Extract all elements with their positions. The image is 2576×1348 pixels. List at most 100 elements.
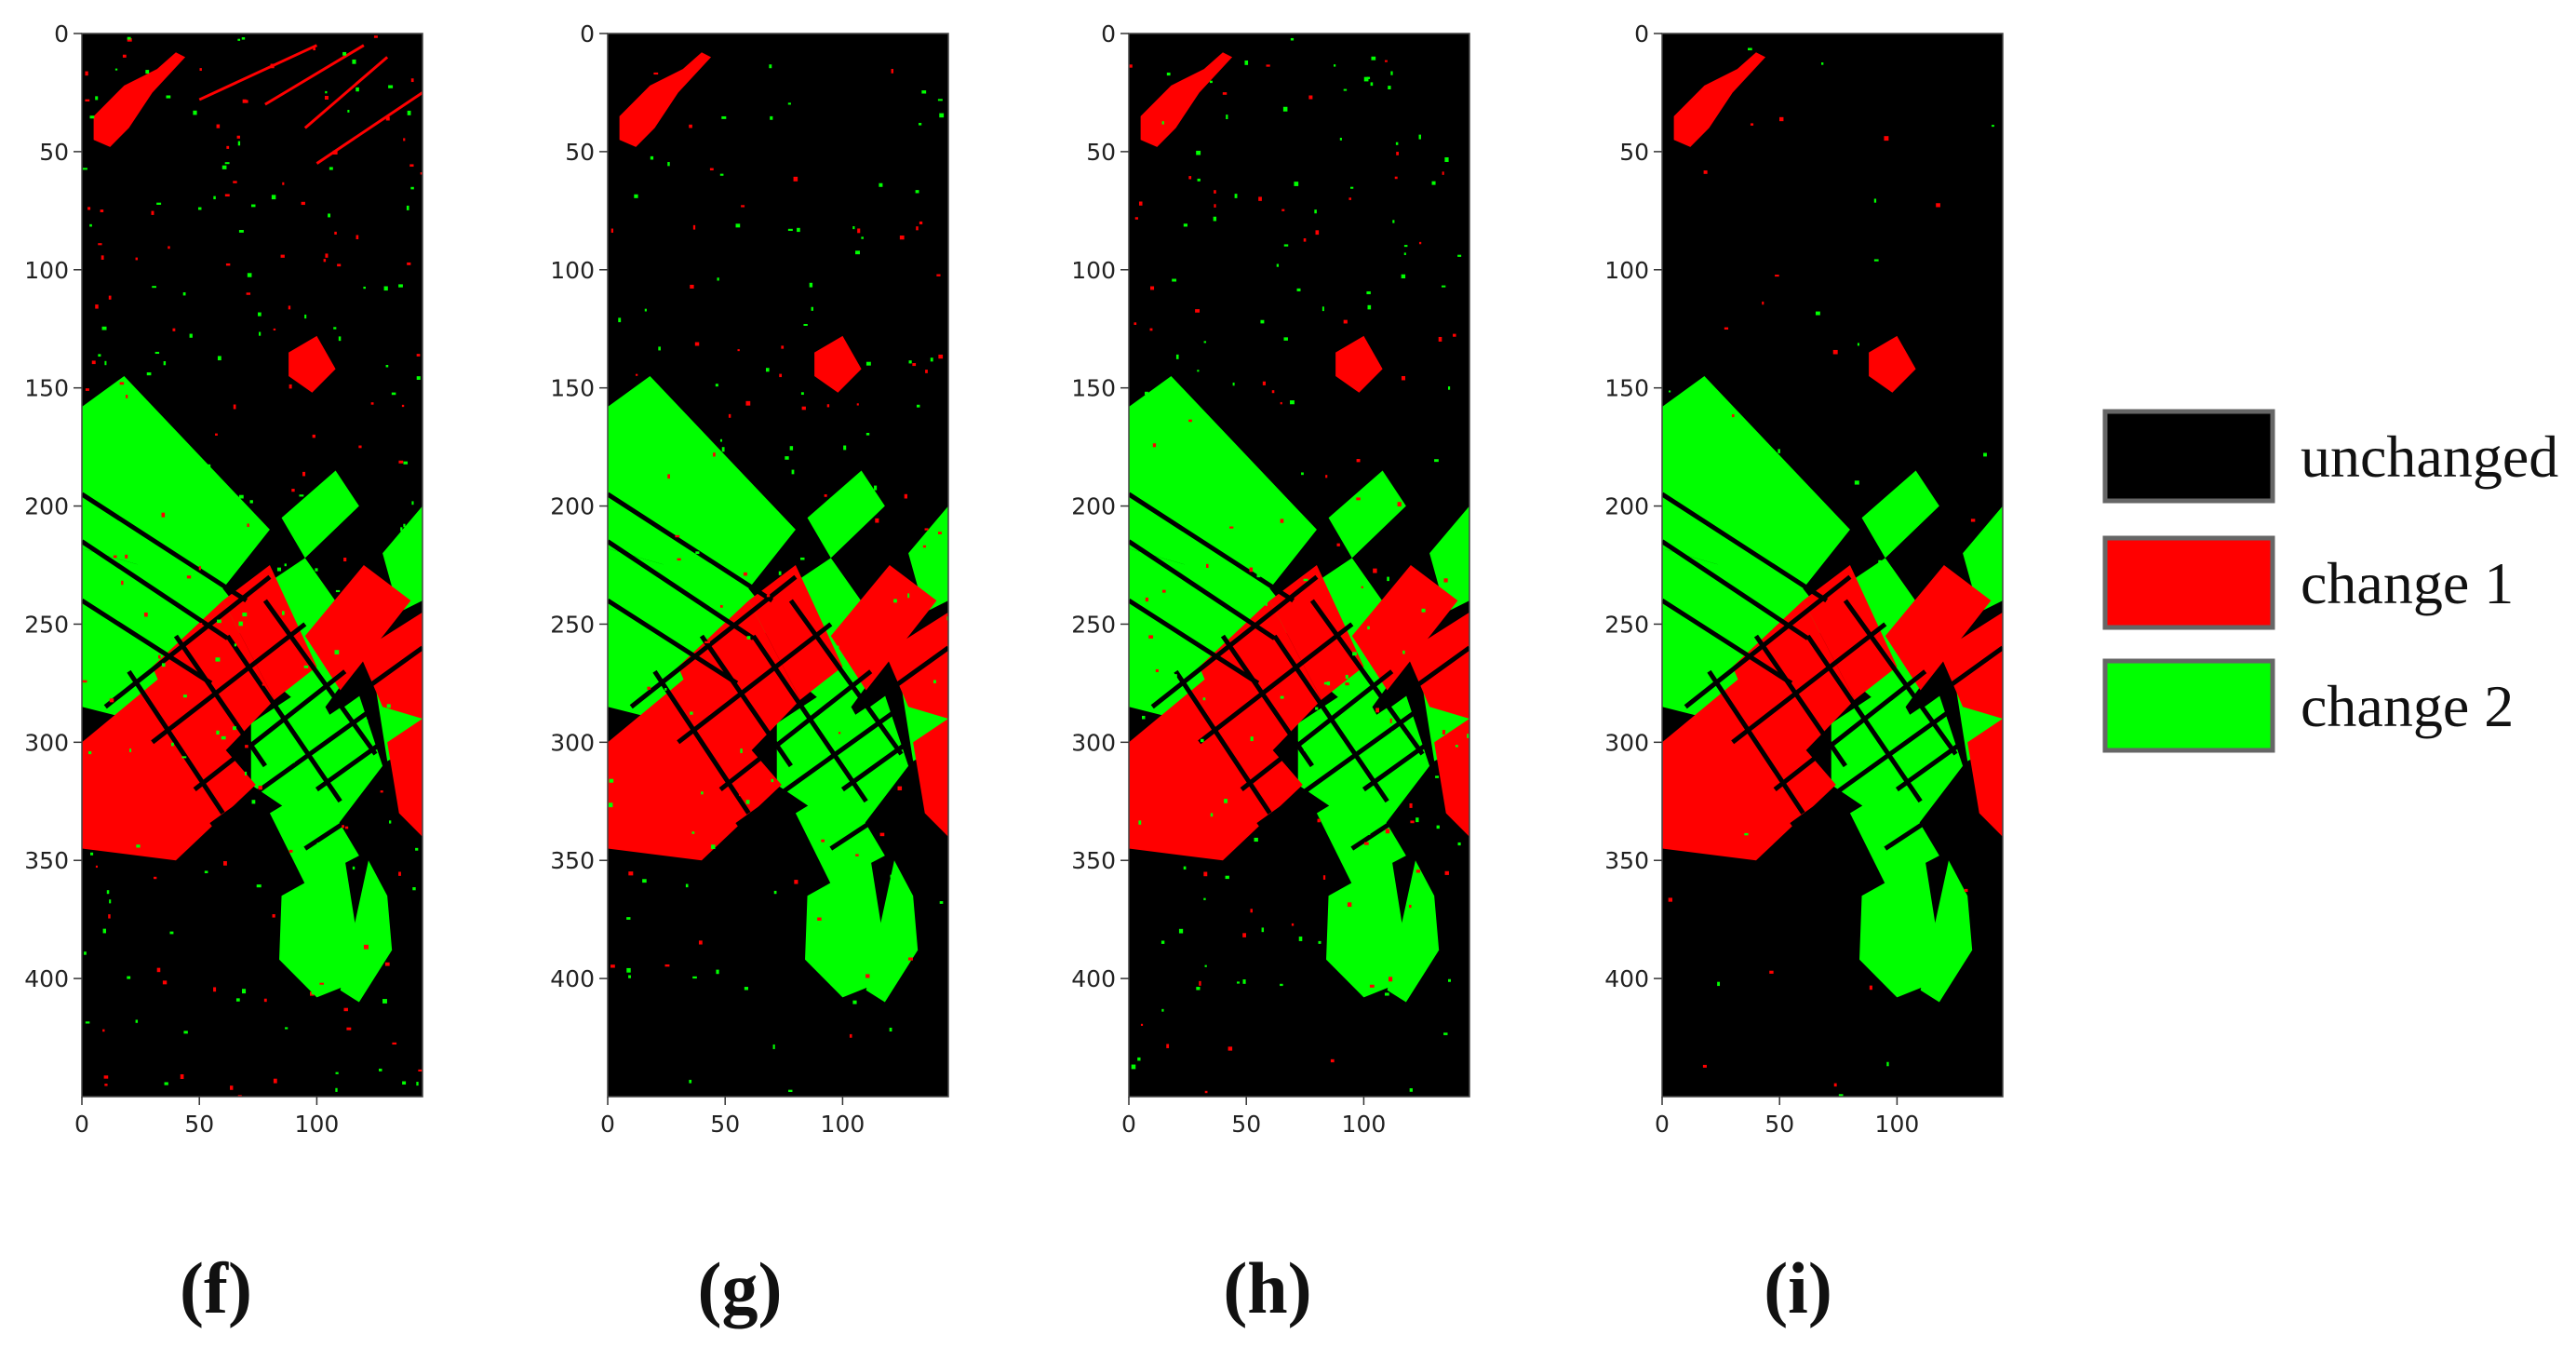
speckle-pixel [1294,182,1299,186]
speckle-pixel [358,445,362,449]
speckle-pixel [1401,375,1406,381]
speckle-pixel [373,35,378,38]
speckle-pixel [690,284,694,289]
speckle-pixel [1422,890,1427,895]
speckle-pixel [1869,985,1872,991]
speckle-pixel [1401,274,1406,279]
y-tick-label: 350 [24,847,69,874]
speckle-pixel [325,253,329,258]
speckle-pixel [1225,875,1229,880]
speckle-pixel [1724,327,1729,330]
speckle-pixel [1418,241,1422,245]
speckle-pixel [346,1027,352,1031]
speckle-pixel [234,505,238,508]
speckle-pixel [916,404,920,408]
speckle-pixel [297,820,302,825]
speckle-pixel [836,645,839,651]
speckle-pixel [865,974,870,978]
speckle-pixel [692,976,697,979]
speckle-pixel [1381,495,1387,501]
speckle-pixel [411,719,414,724]
speckle-pixel [356,87,359,92]
speckle-pixel [1291,923,1295,926]
speckle-pixel [701,791,704,795]
speckle-pixel [704,640,709,644]
speckle-pixel [1290,37,1295,41]
speckle-pixel [193,110,197,115]
speckle-pixel [127,976,131,979]
speckle-pixel [87,754,90,758]
speckle-pixel [908,360,912,364]
speckle-pixel [181,756,187,759]
field-boundary [677,622,833,745]
legend-item-change-2: change 2 [2102,658,2514,753]
speckle-pixel [1199,980,1201,986]
speckle-pixel [1339,138,1342,141]
speckle-pixel [634,194,638,198]
speckle-pixel [129,748,132,752]
speckle-pixel [922,545,927,548]
speckle-pixel [272,914,275,918]
speckle-pixel [276,567,282,572]
speckle-pixel [392,1042,397,1045]
speckle-pixel [412,887,416,891]
speckle-pixel [288,384,292,389]
speckle-pixel [907,593,910,599]
y-tick-label: 350 [1604,847,1649,874]
speckle-pixel [1303,747,1308,751]
speckle-pixel [1147,664,1150,667]
speckle-pixel [1232,382,1235,386]
speckle-pixel [1415,817,1419,823]
speckle-pixel [289,588,294,591]
speckle-pixel [235,998,240,1002]
speckle-pixel [1229,526,1234,529]
speckle-pixel [233,404,236,410]
field-boundary [82,492,248,603]
speckle-pixel [772,1044,775,1049]
speckle-pixel [1134,217,1138,220]
speckle-pixel [1290,400,1295,405]
speckle-pixel [1669,390,1671,393]
speckle-pixel [262,683,265,686]
speckle-pixel [1283,244,1289,247]
speckle-pixel [690,711,693,715]
speckle-pixel [1222,92,1228,95]
speckle-pixel [826,404,830,408]
speckle-pixel [172,328,176,331]
speckle-pixel [109,698,114,703]
speckle-pixel [769,64,772,69]
field-boundary [840,740,910,792]
speckle-pixel [1448,978,1452,982]
change-map [1129,37,1469,1094]
speckle-pixel [232,792,236,797]
speckle-pixel [1145,597,1148,602]
speckle-pixel [161,663,166,667]
speckle-pixel [312,927,316,931]
field-boundary [1753,634,1847,768]
speckle-pixel [1394,176,1398,180]
speckle-pixel [904,493,907,499]
speckle-pixel [248,536,252,540]
legend-label-change-1: change 1 [2301,550,2514,616]
y-tick-label: 250 [1071,611,1116,638]
speckle-pixel [1266,64,1270,67]
speckle-pixel [407,262,411,265]
y-tick-label: 150 [24,375,69,402]
speckle-pixel [1280,695,1284,699]
speckle-pixel [401,404,405,408]
speckle-pixel [291,489,295,492]
speckle-pixel [85,71,88,76]
speckle-pixel [82,680,87,683]
speckle-pixel [216,124,221,128]
panel-f: 0 50 100 150 200 250 300 350 400 0 50 100 (f) [24,20,423,1328]
speckle-pixel [667,474,670,479]
speckle-pixel [383,286,388,291]
speckle-pixel [1366,830,1371,835]
speckle-pixel [856,403,859,406]
speckle-pixel [189,333,193,338]
x-tick-label: 50 [1764,1111,1794,1138]
speckle-pixel [1196,987,1201,991]
change-2-region [1685,489,1827,613]
speckle-pixel [84,951,87,955]
speckle-pixel [1224,799,1228,803]
